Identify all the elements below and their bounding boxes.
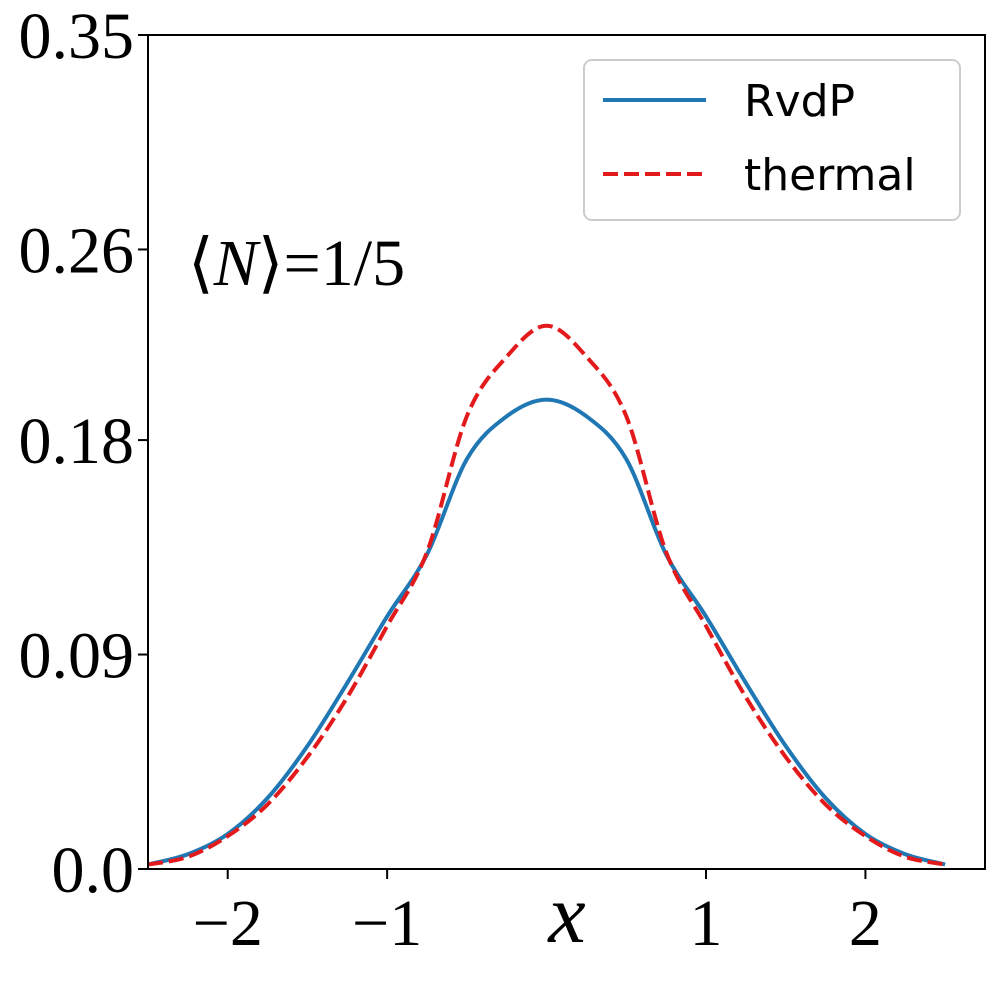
y-tick-label: 0.0 (52, 834, 135, 907)
x-tick-label: −2 (193, 887, 263, 960)
x-tick-label: −1 (352, 887, 422, 960)
legend: RvdP thermal (583, 59, 961, 221)
x-tick-label: 1 (690, 887, 723, 960)
series-line-rvdp (147, 397, 946, 867)
annotation-prefix: ⟨ (188, 227, 214, 300)
annotation-symbol: N (213, 227, 262, 300)
y-tick-label: 0.18 (19, 405, 135, 478)
y-tick-label: 0.09 (19, 620, 135, 693)
plot-area (147, 323, 946, 867)
x-tick-label: 2 (849, 887, 882, 960)
axis-ticks: −2 −1 1 2 0.0 0.09 0.18 0.26 0.35 (19, 0, 882, 960)
y-tick-label: 0.26 (19, 214, 135, 287)
annotation-suffix: ⟩=1/5 (258, 227, 405, 300)
annotation-mean-photon-number: ⟨N⟩=1/5 (188, 227, 405, 300)
y-tick-label: 0.35 (19, 0, 135, 73)
plot-frame (147, 34, 986, 870)
series-line-thermal (147, 323, 946, 867)
legend-label-thermal: thermal (744, 150, 916, 201)
legend-label-rvdp: RvdP (744, 76, 855, 127)
x-axis-label: x (546, 868, 585, 961)
